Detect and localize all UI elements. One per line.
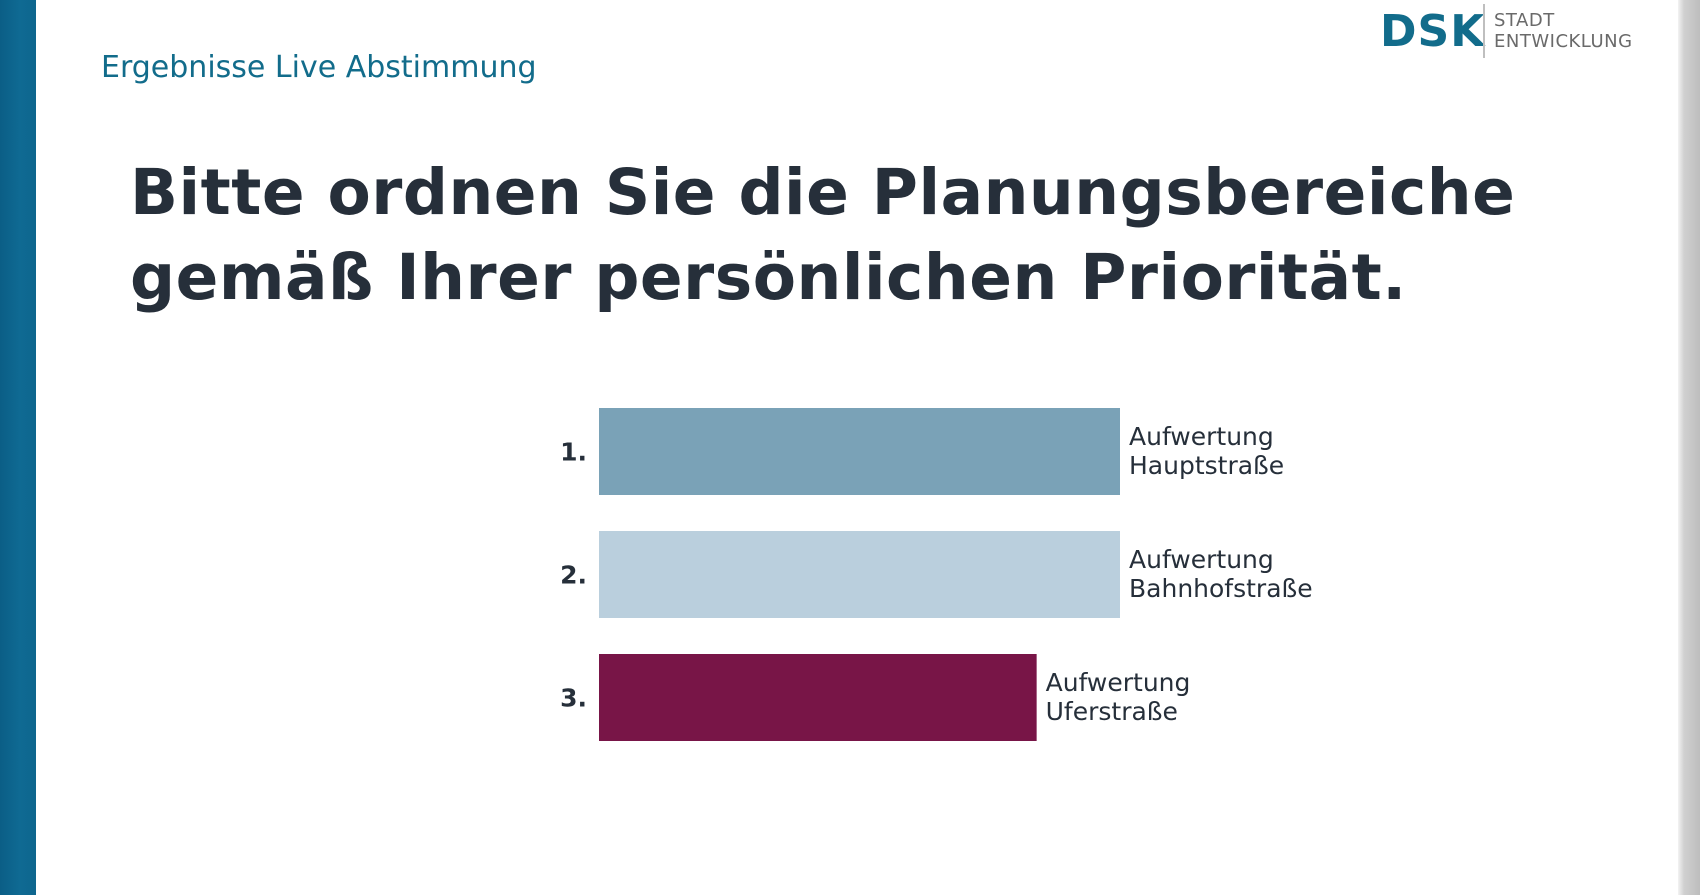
section-title: Ergebnisse Live Abstimmung [101,50,537,85]
bar-label-line: Bahnhofstraße [1129,574,1313,603]
dsk-logo: DSK STADT ENTWICKLUNG [1380,4,1640,60]
footer-text [101,887,801,895]
left-accent-bar [0,0,36,895]
bar-label: Aufwertung Bahnhofstraße [1129,545,1313,603]
logo-divider [1483,4,1485,58]
bar [599,654,1037,741]
question-line-1: Bitte ordnen Sie die Planungsbereiche [130,156,1516,229]
logo-text: STADT ENTWICKLUNG [1494,10,1633,52]
rank-label: 1. [560,438,587,467]
bar-label-line: Hauptstraße [1129,451,1284,480]
bar-label-line: Aufwertung [1046,668,1191,697]
bar-label-line: Aufwertung [1129,422,1274,451]
question-heading: Bitte ordnen Sie die Planungsbereiche ge… [130,150,1515,320]
bar-label-line: Uferstraße [1046,697,1178,726]
bar-label: Aufwertung Hauptstraße [1129,422,1284,480]
rank-label: 2. [560,561,587,590]
bar [599,408,1120,495]
bar-label-line: Aufwertung [1129,545,1274,574]
bar-label: Aufwertung Uferstraße [1046,668,1191,726]
right-edge-bar [1678,0,1700,895]
logo-text-line-1: STADT [1494,10,1555,31]
logo-text-line-2: ENTWICKLUNG [1494,31,1633,52]
rank-label: 3. [560,684,587,713]
logo-mark: DSK [1380,6,1486,57]
question-line-2: gemäß Ihrer persönlichen Priorität. [130,241,1407,314]
bar [599,531,1120,618]
